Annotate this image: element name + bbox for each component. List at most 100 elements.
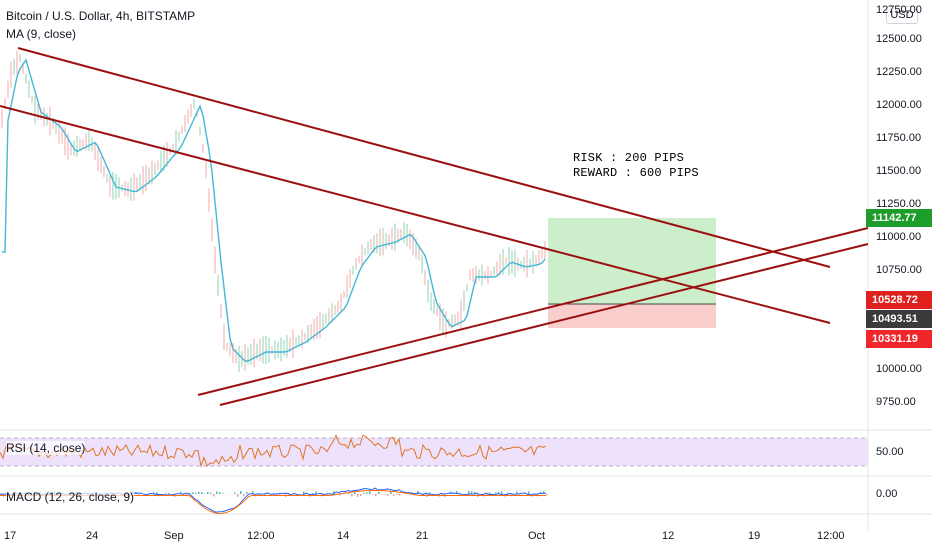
macd-bar: [339, 494, 341, 496]
risk-annotation: RISK : 200 PIPS: [573, 151, 685, 165]
macd-bar: [216, 491, 218, 494]
macd-bar: [543, 491, 545, 494]
macd-bar: [270, 494, 272, 496]
macd-bar: [390, 491, 392, 494]
macd-bar: [246, 492, 248, 494]
macd-bar: [357, 494, 359, 497]
ma-indicator-label[interactable]: MA (9, close): [6, 27, 77, 41]
price-tick: 11750.00: [876, 132, 922, 144]
macd-bar: [528, 491, 530, 494]
macd-bar: [198, 491, 200, 494]
macd-bar: [180, 491, 182, 494]
macd-bar: [348, 493, 350, 494]
macd-bar: [468, 491, 470, 494]
macd-bar: [354, 492, 356, 494]
macd-bar: [351, 494, 353, 497]
time-tick: 12: [662, 530, 675, 542]
price-candles: [1, 50, 546, 373]
macd-bar: [243, 494, 245, 497]
macd-bar: [459, 492, 461, 494]
macd-bar: [192, 492, 194, 494]
macd-bar: [312, 492, 314, 494]
macd-bar: [288, 494, 290, 496]
macd-bar: [168, 492, 170, 494]
time-tick: 19: [748, 530, 761, 542]
macd-label[interactable]: MACD (12, 26, close, 9): [6, 490, 135, 504]
macd-bar: [258, 494, 260, 496]
macd-bar: [189, 493, 191, 494]
price-badge: 10528.72: [866, 291, 932, 309]
price-tick: 11500.00: [876, 165, 922, 177]
price-tick: 12750.00: [876, 4, 922, 16]
currency-button[interactable]: USD: [886, 6, 918, 24]
price-tick: 12000.00: [876, 99, 922, 111]
macd-bar: [327, 494, 329, 496]
chart-title: Bitcoin / U.S. Dollar, 4h, BITSTAMP: [6, 9, 196, 23]
price-tick: 11000.00: [876, 231, 922, 243]
price-tick: 10750.00: [876, 264, 922, 276]
trendline-lower-resistance: [0, 105, 831, 324]
macd-bar: [213, 494, 215, 497]
macd-bar: [471, 491, 473, 494]
loss-zone: [548, 304, 716, 328]
macd-bar: [366, 492, 368, 494]
time-tick: Oct: [528, 530, 546, 542]
macd-bar: [219, 492, 221, 494]
macd-bar: [201, 492, 203, 494]
macd-bar: [489, 492, 491, 494]
macd-bar: [252, 491, 254, 494]
rsi-line: [0, 434, 547, 469]
price-tick: 12500.00: [876, 33, 922, 45]
profit-zone: [548, 218, 716, 304]
reward-annotation: REWARD : 600 PIPS: [573, 166, 699, 180]
price-badge: 10493.51: [866, 310, 932, 328]
macd-bar: [222, 493, 224, 494]
macd-bar: [315, 491, 317, 494]
macd-bar: [264, 494, 266, 496]
macd-bar: [417, 491, 419, 494]
time-tick: 12:00: [817, 530, 845, 542]
price-badge: 11142.77: [866, 209, 932, 227]
macd-bar: [423, 493, 425, 494]
macd-bar: [396, 494, 398, 495]
time-tick: 17: [4, 530, 17, 542]
macd-bar: [456, 491, 458, 494]
macd-bar: [429, 492, 431, 494]
macd-bar: [333, 491, 335, 494]
trendline-lower-support: [219, 243, 869, 406]
rsi-label[interactable]: RSI (14, close): [6, 441, 86, 455]
time-tick: 24: [86, 530, 99, 542]
trendline-upper-resistance: [17, 47, 831, 268]
macd-bar: [393, 494, 395, 497]
macd-bar: [210, 492, 212, 494]
macd-bar: [519, 494, 521, 495]
ma-line: [2, 58, 546, 362]
macd-bar: [276, 494, 278, 496]
macd-bar: [273, 492, 275, 494]
macd-bar: [546, 494, 548, 496]
macd-bar: [363, 492, 365, 494]
time-tick: Sep: [164, 530, 184, 542]
price-tick: 12250.00: [876, 66, 922, 78]
macd-bar: [195, 492, 197, 494]
macd-tick: 0.00: [876, 488, 898, 500]
macd-bar: [165, 493, 167, 494]
macd-bar: [207, 491, 209, 494]
macd-bar: [153, 492, 155, 494]
macd-bar: [369, 491, 371, 494]
macd-bar: [375, 494, 377, 497]
price-badge: 10331.19: [866, 330, 932, 348]
macd-bar: [240, 491, 242, 494]
macd-bar: [486, 494, 488, 496]
macd-bar: [279, 494, 281, 495]
trendline-upper-support: [197, 227, 869, 396]
macd-bar: [495, 492, 497, 494]
price-tick: 10000.00: [876, 363, 922, 375]
macd-bar: [381, 494, 383, 495]
macd-bar: [474, 491, 476, 494]
macd-bar: [156, 492, 158, 494]
macd-bar: [234, 492, 236, 494]
macd-bar: [516, 491, 518, 494]
time-tick: 12:00: [247, 530, 275, 542]
